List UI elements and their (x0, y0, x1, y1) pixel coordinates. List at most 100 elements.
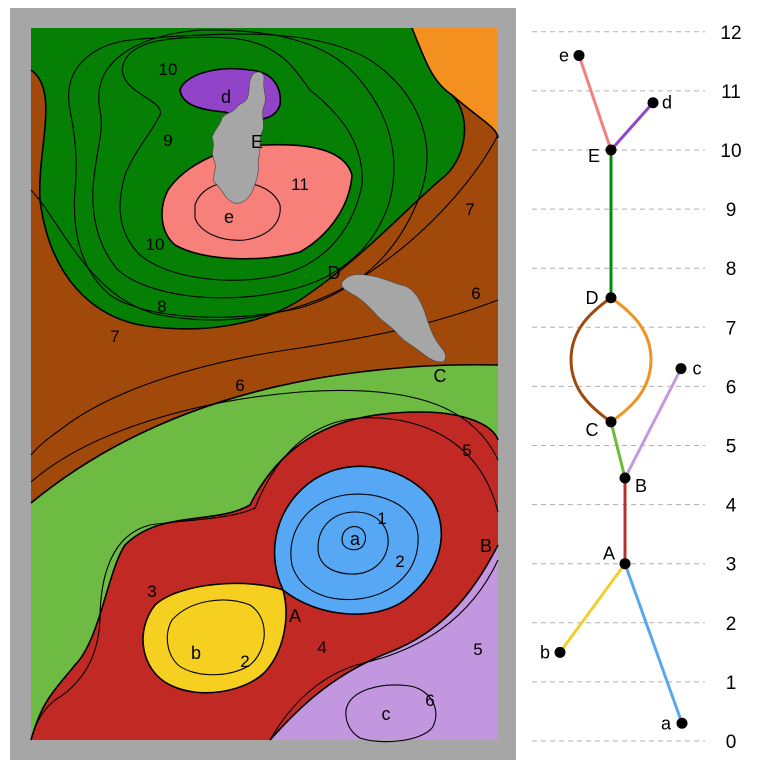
contour-label: 2 (395, 552, 404, 571)
tree-edge-D-C-right (610, 296, 653, 424)
contour-labels: 10 9 10 8 7 11 7 6 6 5 1 2 3 2 4 5 6 (110, 60, 482, 710)
tree-node-C (605, 416, 617, 428)
contour-label: 5 (462, 441, 471, 460)
tree-node-label-B: B (635, 476, 647, 496)
tree-node-A (619, 558, 631, 570)
contour-label: 3 (147, 582, 156, 601)
contour-label: 9 (163, 131, 172, 150)
scale-grid (532, 31, 705, 742)
scale-tick-label: 5 (726, 437, 737, 458)
point-label-b: b (191, 643, 201, 663)
tree-node-label-a: a (661, 713, 672, 733)
contour-label: 6 (235, 376, 244, 395)
tree-node-label-A: A (603, 544, 615, 564)
tree-edge-C-B (609, 421, 627, 479)
scale-tick-label: 8 (726, 259, 737, 280)
contour-line (290, 493, 419, 601)
tree-edge-d-E (609, 101, 655, 151)
tree-nodes (554, 49, 688, 729)
point-label-B: B (480, 536, 492, 556)
contour-label: 6 (425, 691, 434, 710)
region-outline (273, 465, 443, 615)
contour-label: 10 (159, 60, 178, 79)
contour-label: 1 (377, 509, 386, 528)
scale-tick-label: 3 (726, 555, 737, 576)
region-outline (179, 67, 282, 121)
contour-line (317, 511, 389, 575)
region-outline (30, 411, 499, 741)
point-label-d: d (221, 87, 231, 107)
contour-label: 8 (157, 297, 166, 316)
contour-line (341, 526, 367, 551)
point-labels: d E e D C a B A b c (191, 87, 492, 724)
contour-line (92, 29, 395, 299)
tree-edge-A-a (623, 563, 684, 724)
gray-island-upper (211, 71, 266, 204)
contour-line (166, 599, 265, 676)
tree-node-c (675, 363, 687, 375)
lavender-region (270, 545, 498, 740)
region-outline (30, 363, 499, 504)
scale-tick-label: 2 (726, 614, 737, 635)
region-outline (269, 544, 499, 741)
contour-label: 6 (471, 284, 480, 303)
scale-tick-label: 11 (721, 82, 741, 103)
tree-node-e (573, 49, 585, 61)
tree-node-E (605, 144, 617, 156)
pink-region (162, 144, 352, 259)
scale-tick-label: 9 (726, 200, 737, 221)
tree-node-b (554, 646, 566, 658)
tree-node-label-e: e (559, 45, 569, 65)
point-label-c: c (382, 704, 391, 724)
scale-tick-label: 4 (726, 496, 737, 517)
contour-label: 10 (146, 235, 165, 254)
tree-edge-c-B (623, 367, 683, 479)
tree-node-label-c: c (693, 359, 702, 379)
tree-node-label-b: b (540, 642, 550, 662)
contour-line (269, 559, 499, 741)
contour-label: 2 (240, 652, 249, 671)
scale-tick-label: 1 (726, 673, 737, 694)
contour-line (345, 684, 437, 743)
contour-label: 7 (465, 200, 474, 219)
tree-node-label-C: C (586, 420, 599, 440)
contour-map: 10 9 10 8 7 11 7 6 6 5 1 2 3 2 4 5 6 d E… (10, 8, 516, 760)
tree-edges (558, 54, 684, 724)
tree-node-d (647, 97, 659, 109)
tree-edge-A-b (558, 562, 627, 654)
scale-tick-label: 7 (726, 318, 737, 339)
tree-node-D (605, 292, 617, 304)
point-label-E: E (251, 132, 263, 152)
contour-label: 11 (291, 175, 309, 194)
scale-tick-label: 6 (726, 377, 737, 398)
contour-label: 7 (110, 327, 119, 346)
scale-tick-label: 0 (726, 732, 737, 753)
tree-node-B (619, 472, 631, 484)
region-outlines (30, 27, 499, 741)
contour-line (68, 33, 428, 318)
tree-node-labels: e d E Dc C B Ab a (540, 45, 702, 733)
blue-region (274, 466, 442, 615)
gray-island-lower (341, 274, 446, 363)
contour-label: 5 (473, 640, 482, 659)
contour-line (119, 36, 363, 281)
region-outline (30, 69, 466, 330)
scale-tick-label: 10 (720, 141, 741, 162)
point-label-C: C (434, 366, 447, 386)
tree-node-label-d: d (662, 93, 672, 113)
tree-edge-e-E (577, 54, 613, 151)
point-label-a: a (350, 529, 361, 549)
contour-label: 4 (317, 638, 326, 657)
scale-tick-label: 12 (720, 23, 741, 44)
tree-edge-D-C-left (569, 296, 612, 424)
region-outline (411, 27, 499, 139)
tree-node-label-E: E (588, 146, 600, 166)
point-label-e: e (224, 207, 234, 227)
region-outline (142, 582, 287, 694)
point-label-A: A (289, 606, 301, 626)
tree-node-label-D: D (586, 288, 599, 308)
point-label-D: D (328, 263, 341, 283)
